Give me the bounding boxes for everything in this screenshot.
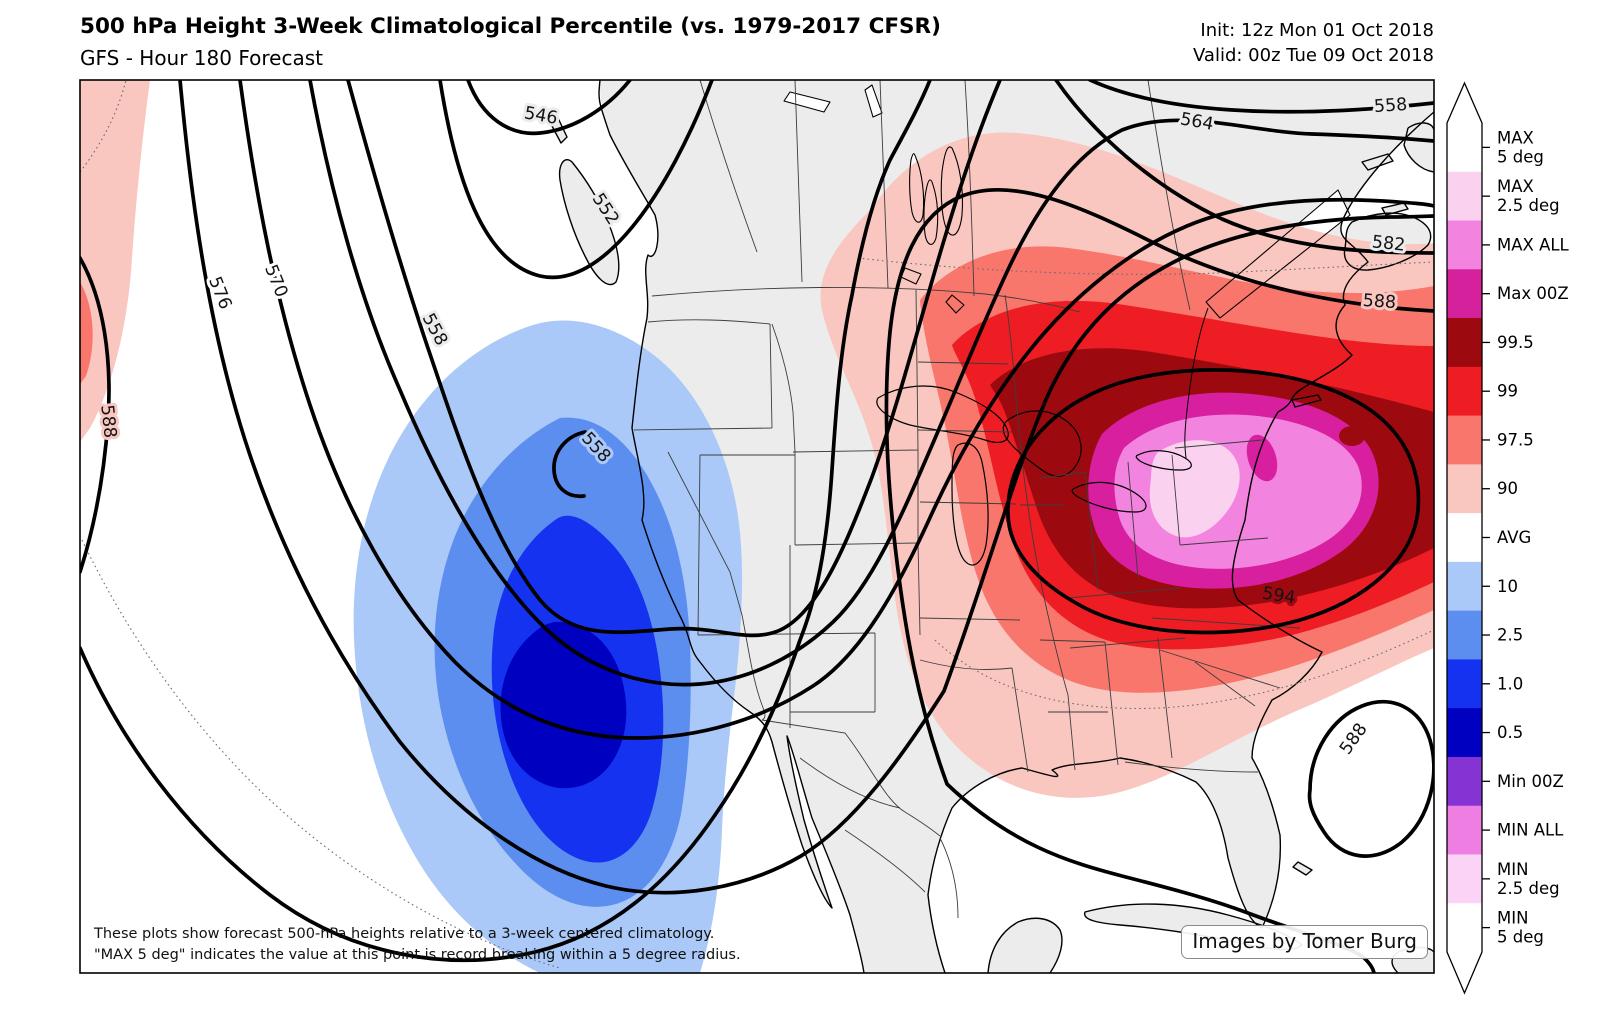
colorbar-label: MIN 5 deg bbox=[1497, 909, 1544, 947]
contour-570 bbox=[238, 80, 1434, 740]
page-subtitle: GFS - Hour 180 Forecast bbox=[80, 46, 323, 70]
colorbar-segment bbox=[1447, 805, 1482, 855]
colorbar-label: 0.5 bbox=[1497, 723, 1523, 742]
contour-558-west bbox=[346, 80, 1002, 638]
contour-label: 588 bbox=[96, 404, 119, 439]
colorbar-segment bbox=[1447, 123, 1482, 173]
shade-99p5-spot bbox=[1339, 426, 1365, 446]
colorbar-segment bbox=[1447, 220, 1482, 270]
contour-582-ne bbox=[1054, 80, 1434, 255]
colorbar-label: 10 bbox=[1497, 577, 1518, 596]
colorbar-label: 97.5 bbox=[1497, 430, 1534, 449]
colorbar-segment bbox=[1447, 903, 1482, 953]
colorbar-label: MAX 5 deg bbox=[1497, 128, 1544, 166]
page-title: 500 hPa Height 3-Week Climatological Per… bbox=[80, 14, 941, 39]
colorbar-arrow-up bbox=[1447, 83, 1482, 123]
shade-max2p5-patch bbox=[1149, 440, 1240, 538]
colorbar-segment bbox=[1447, 659, 1482, 709]
colorbar-label: 1.0 bbox=[1497, 674, 1523, 693]
contour-564 bbox=[308, 80, 1434, 687]
colorbar-segment bbox=[1447, 366, 1482, 417]
init-time: Init: 12z Mon 01 Oct 2018 bbox=[1200, 20, 1434, 41]
run-times: Init: 12z Mon 01 Oct 2018 Valid: 00z Tue… bbox=[1193, 18, 1434, 68]
colorbar-segment bbox=[1447, 464, 1482, 514]
colorbar-segment bbox=[1447, 318, 1482, 368]
footnote-line2: "MAX 5 deg" indicates the value at this … bbox=[94, 947, 741, 963]
colorbar-label: AVG bbox=[1497, 528, 1531, 547]
colorbar-segment bbox=[1447, 561, 1482, 612]
colorbar-label: MIN ALL bbox=[1497, 821, 1564, 840]
shade-97-west bbox=[80, 282, 93, 384]
colorbar-segment bbox=[1447, 708, 1482, 758]
colorbar-label: Min 00Z bbox=[1497, 772, 1564, 791]
colorbar-segment bbox=[1447, 854, 1482, 904]
colorbar-label: 2.5 bbox=[1497, 626, 1523, 645]
colorbar-segment bbox=[1447, 171, 1482, 222]
colorbar-segment bbox=[1447, 415, 1482, 465]
contour-588-gulf bbox=[884, 187, 1434, 973]
contour-588-circle bbox=[1307, 700, 1434, 858]
colorbar-segment bbox=[1447, 756, 1482, 807]
colorbar-segment bbox=[1447, 269, 1482, 319]
footnote: These plots show forecast 500-hPa height… bbox=[94, 924, 741, 966]
colorbar-label: 99.5 bbox=[1497, 333, 1534, 352]
contour-label: 588 bbox=[1362, 291, 1397, 313]
contour-558-hook bbox=[552, 430, 587, 499]
colorbar-label: 99 bbox=[1497, 382, 1518, 401]
contour-label: 582 bbox=[1371, 232, 1406, 255]
contour-546 bbox=[466, 80, 632, 136]
valid-time: Valid: 00z Tue 09 Oct 2018 bbox=[1193, 45, 1434, 66]
contour-552 bbox=[438, 80, 714, 280]
contour-576 bbox=[178, 80, 1434, 895]
colorbar-arrow-down bbox=[1447, 952, 1482, 993]
contour-594 bbox=[1006, 368, 1421, 635]
dotted-contours bbox=[80, 80, 1434, 969]
colorbar-segment bbox=[1447, 513, 1482, 563]
contour-558-north bbox=[1088, 80, 1434, 114]
contour-label: 558 bbox=[1373, 95, 1408, 117]
height-contours bbox=[80, 80, 1434, 973]
contour-582-sw bbox=[80, 80, 932, 962]
colorbar-label: MAX ALL bbox=[1497, 235, 1570, 254]
colorbar-legend: MAX 5 deg MAX 2.5 deg MAX ALL Max 00Z 99.5 99 97… bbox=[1446, 81, 1570, 995]
colorbar-segment bbox=[1447, 610, 1482, 660]
map-frame bbox=[79, 79, 1435, 974]
colorbar-label: MIN 2.5 deg bbox=[1497, 860, 1560, 898]
credit-badge: Images by Tomer Burg bbox=[1181, 925, 1428, 959]
footnote-line1: These plots show forecast 500-hPa height… bbox=[94, 926, 715, 942]
shade-90-west bbox=[80, 80, 150, 442]
colorbar-label: Max 00Z bbox=[1497, 284, 1569, 303]
colorbar-outline bbox=[1446, 81, 1483, 995]
colorbar-label: 90 bbox=[1497, 479, 1518, 498]
contour-588-west bbox=[80, 256, 111, 574]
coastlines bbox=[551, 80, 1434, 973]
colorbar-label: MAX 2.5 deg bbox=[1497, 177, 1560, 215]
